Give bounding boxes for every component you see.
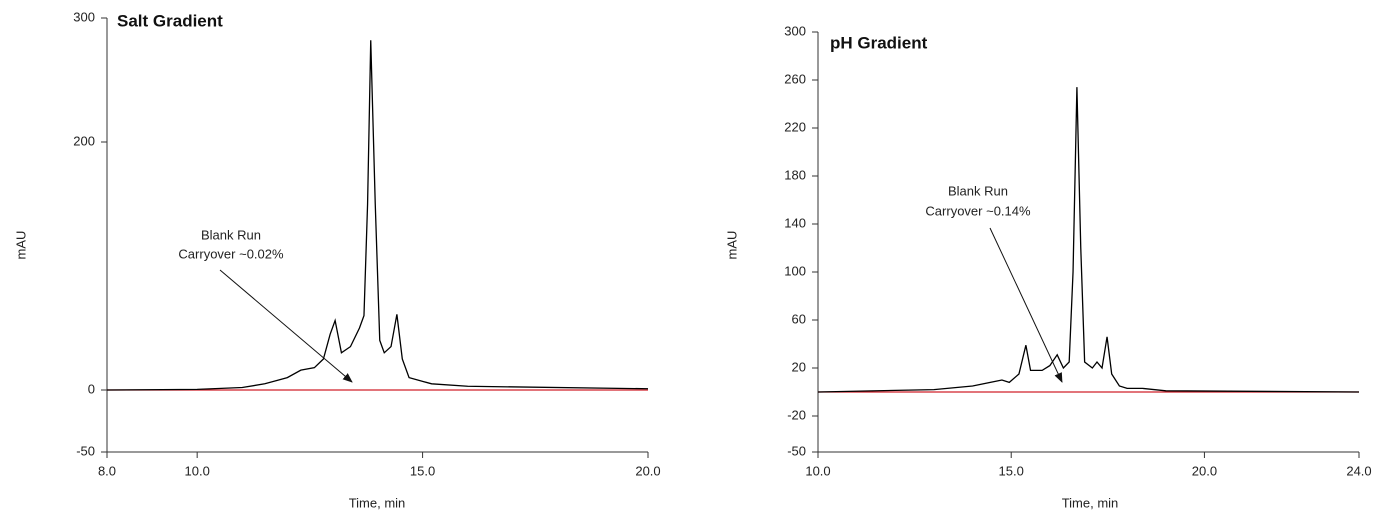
annotation: Carryover ~0.14% bbox=[925, 203, 1031, 218]
x-axis-label: Time, min bbox=[349, 495, 406, 510]
annotation-arrow bbox=[219, 269, 353, 383]
y-axis-label: mAU bbox=[724, 231, 739, 260]
chart-title: Salt Gradient bbox=[117, 11, 223, 30]
x-tick-label: 8.0 bbox=[98, 463, 116, 478]
x-axis-label: Time, min bbox=[1062, 495, 1119, 510]
y-tick-label: 180 bbox=[784, 167, 806, 182]
annotation-arrow bbox=[989, 227, 1063, 383]
y-tick-label: 300 bbox=[784, 23, 806, 38]
x-tick-label: 15.0 bbox=[999, 463, 1024, 478]
x-tick-label: 15.0 bbox=[410, 463, 435, 478]
y-tick-label: 60 bbox=[792, 311, 806, 326]
y-tick-label: 260 bbox=[784, 71, 806, 86]
x-tick-label: 24.0 bbox=[1346, 463, 1371, 478]
annotation: Blank Run bbox=[948, 183, 1008, 198]
y-tick-label: 300 bbox=[73, 9, 95, 24]
y-tick-label: 100 bbox=[784, 263, 806, 278]
y-tick-label: -50 bbox=[787, 443, 806, 458]
annotation: Blank Run bbox=[201, 227, 261, 242]
y-tick-label: 20 bbox=[792, 359, 806, 374]
x-tick-label: 10.0 bbox=[185, 463, 210, 478]
y-tick-label: 200 bbox=[73, 133, 95, 148]
x-tick-label: 10.0 bbox=[805, 463, 830, 478]
y-tick-label: 0 bbox=[88, 381, 95, 396]
x-tick-label: 20.0 bbox=[1192, 463, 1217, 478]
annotation: Carryover ~0.02% bbox=[178, 246, 284, 261]
trace bbox=[817, 87, 1360, 393]
y-tick-label: -50 bbox=[76, 443, 95, 458]
y-tick-label: 140 bbox=[784, 215, 806, 230]
y-axis-label: mAU bbox=[13, 231, 28, 260]
chart-title: pH Gradient bbox=[830, 33, 928, 52]
y-tick-label: -20 bbox=[787, 407, 806, 422]
x-tick-label: 20.0 bbox=[635, 463, 660, 478]
trace bbox=[106, 40, 649, 391]
y-tick-label: 220 bbox=[784, 119, 806, 134]
